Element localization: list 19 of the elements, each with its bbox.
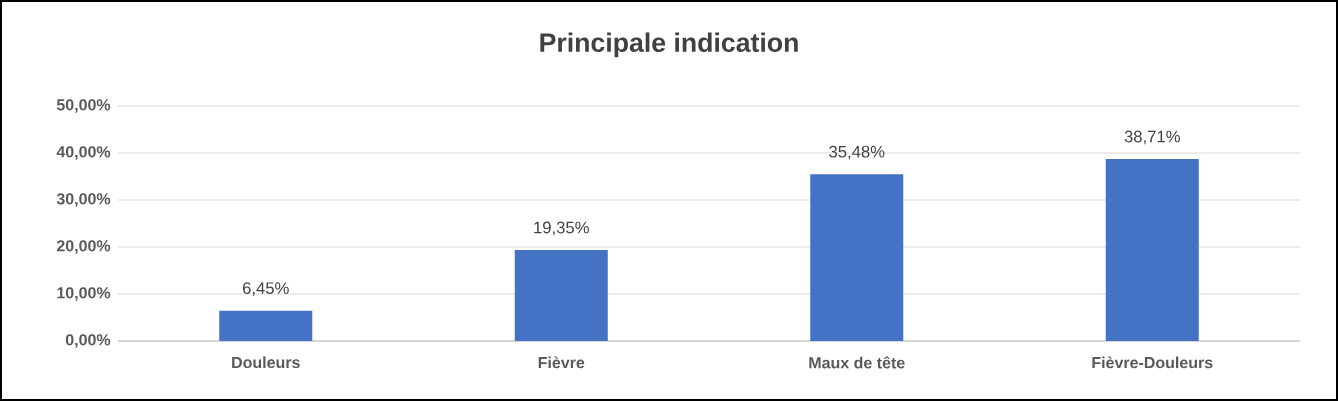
- bar: [219, 310, 313, 341]
- x-tick-label: Fièvre: [538, 356, 585, 369]
- data-label: 35,48%: [829, 145, 885, 160]
- data-label: 38,71%: [1124, 130, 1180, 145]
- y-tick-label: 40,00%: [56, 146, 111, 160]
- bar: [514, 250, 608, 341]
- y-tick-label: 20,00%: [56, 240, 111, 254]
- bar: [1105, 159, 1199, 341]
- data-label: 19,35%: [534, 221, 589, 236]
- x-tick-label: Maux de tête: [809, 356, 905, 369]
- y-tick-label: 10,00%: [57, 287, 111, 301]
- x-tick-label: Fièvre-Douleurs: [1092, 356, 1213, 369]
- y-tick-label: 50,00%: [56, 99, 111, 113]
- bar: [810, 174, 904, 341]
- y-tick-label: 0,00%: [65, 334, 111, 348]
- x-tick-label: Douleurs: [232, 356, 300, 369]
- data-label: 6,45%: [242, 282, 289, 296]
- y-tick-label: 30,00%: [56, 193, 111, 207]
- chart-title: Principale indication: [540, 32, 798, 58]
